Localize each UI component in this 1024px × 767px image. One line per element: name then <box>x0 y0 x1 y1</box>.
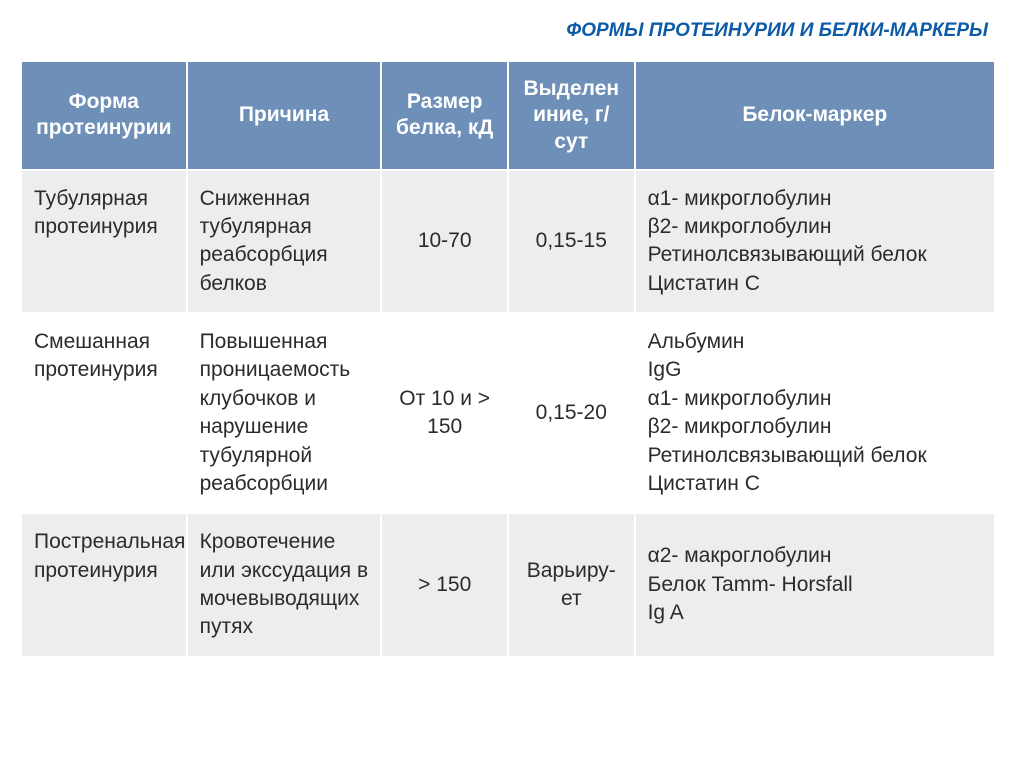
cell-excretion: Варьиру-ет <box>508 513 635 656</box>
cell-marker: α1- микроглобулинβ2- микроглобулинРетино… <box>635 170 995 313</box>
table-row: Тубулярная протеинурия Сниженная тубуляр… <box>21 170 995 313</box>
cell-size: От 10 и > 150 <box>381 313 508 513</box>
cell-excretion: 0,15-20 <box>508 313 635 513</box>
cell-cause: Сниженная тубулярная реабсорбция белков <box>187 170 382 313</box>
cell-cause: Повышенная проницаемость клубочков и нар… <box>187 313 382 513</box>
slide: ФОРМЫ ПРОТЕИНУРИИ И БЕЛКИ-МАРКЕРЫ Форма … <box>0 0 1024 658</box>
proteinuria-table: Форма протеинурии Причина Размер белка, … <box>20 60 996 658</box>
cell-form: Постренальная протеинурия <box>21 513 187 656</box>
cell-excretion: 0,15-15 <box>508 170 635 313</box>
table-row: Смешанная протеинурия Повышенная проница… <box>21 313 995 513</box>
table-row: Постренальная протеинурия Кровотечение и… <box>21 513 995 656</box>
col-size: Размер белка, кД <box>381 61 508 170</box>
col-form: Форма протеинурии <box>21 61 187 170</box>
table-header: Форма протеинурии Причина Размер белка, … <box>21 61 995 170</box>
col-cause: Причина <box>187 61 382 170</box>
cell-size: 10-70 <box>381 170 508 313</box>
cell-form: Смешанная протеинурия <box>21 313 187 513</box>
cell-cause: Кровотечение или экссудация в мочевыводя… <box>187 513 382 656</box>
cell-form: Тубулярная протеинурия <box>21 170 187 313</box>
page-title: ФОРМЫ ПРОТЕИНУРИИ И БЕЛКИ-МАРКЕРЫ <box>20 20 996 42</box>
cell-marker: α2- макроглобулинБелок Tamm- HorsfallIg … <box>635 513 995 656</box>
col-marker: Белок-маркер <box>635 61 995 170</box>
cell-marker: АльбуминIgG α1- микроглобулинβ2- микрогл… <box>635 313 995 513</box>
cell-size: > 150 <box>381 513 508 656</box>
col-excretion: Выделен иние, г/сут <box>508 61 635 170</box>
